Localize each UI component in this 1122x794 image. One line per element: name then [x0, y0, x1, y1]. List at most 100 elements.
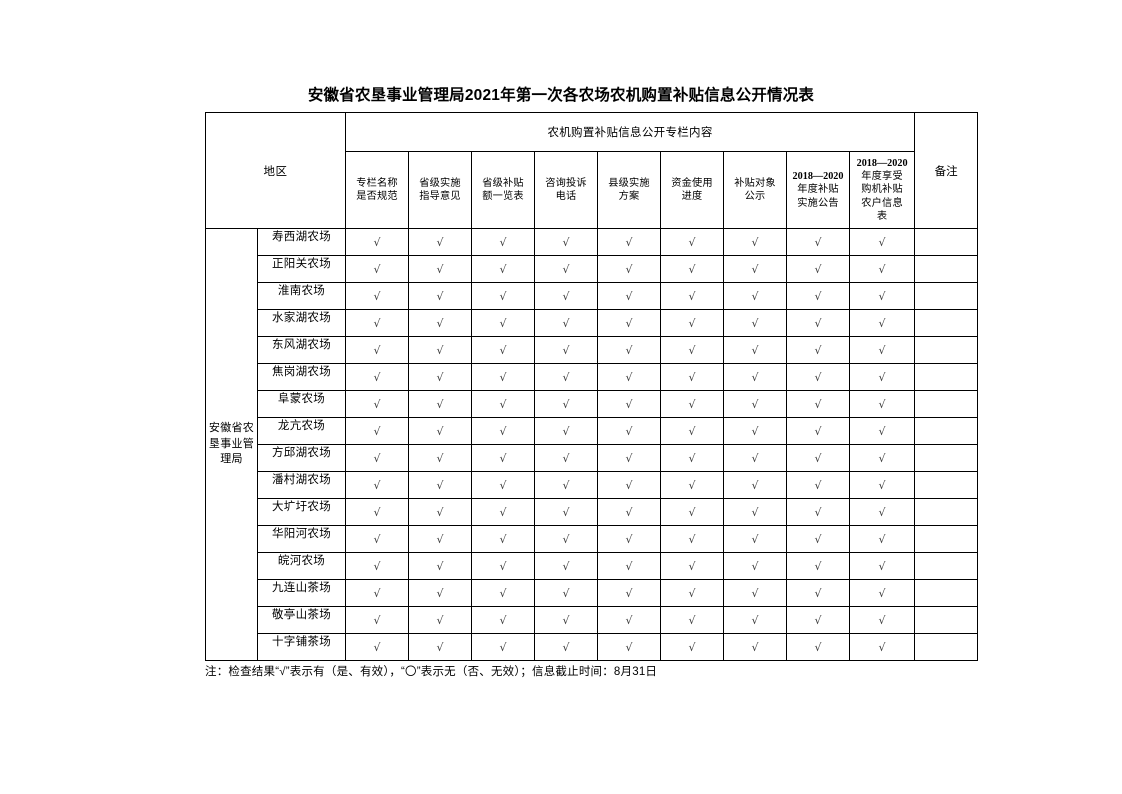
farm-name-cell: 东风湖农场	[257, 336, 346, 364]
subsidy-disclosure-table: 地区 农机购置补贴信息公开专栏内容 备注 专栏名称 是否规范 省级实施 指导意见 省级补…	[205, 112, 979, 661]
status-cell-col-4: √	[534, 525, 598, 553]
status-cell-col-8: √	[786, 336, 850, 364]
status-cell-col-6: √	[660, 498, 724, 526]
status-cell-col-1: √	[345, 579, 409, 607]
farm-name-label: 方邱湖农场	[272, 447, 331, 459]
header-column-7: 补贴对象 公示	[723, 151, 787, 229]
status-cell-col-1: √	[345, 228, 409, 256]
status-cell-col-2: √	[408, 390, 472, 418]
status-cell-col-6: √	[660, 390, 724, 418]
status-cell-col-5: √	[597, 309, 661, 337]
status-cell-col-8: √	[786, 417, 850, 445]
status-cell-col-8: √	[786, 255, 850, 283]
farm-name-label: 敬亭山茶场	[272, 609, 331, 621]
status-cell-col-3: √	[471, 471, 535, 499]
status-cell-col-2: √	[408, 228, 472, 256]
farm-name-cell: 皖河农场	[257, 552, 346, 580]
remark-cell	[914, 255, 979, 283]
farm-name-cell: 龙亢农场	[257, 417, 346, 445]
status-cell-col-7: √	[723, 417, 787, 445]
header-column-line: 实施公告	[797, 197, 839, 209]
header-column-line: 省级补贴	[482, 177, 524, 189]
status-cell-col-9: √	[848, 228, 916, 256]
remark-cell	[914, 498, 979, 526]
remark-cell	[914, 471, 979, 499]
status-cell-col-1: √	[345, 417, 409, 445]
status-cell-col-3: √	[471, 606, 535, 634]
status-cell-col-9: √	[848, 525, 916, 553]
status-cell-col-4: √	[534, 579, 598, 607]
status-cell-col-3: √	[471, 552, 535, 580]
status-cell-col-9: √	[848, 444, 916, 472]
status-cell-col-7: √	[723, 606, 787, 634]
header-column-line: 咨询投诉	[545, 177, 587, 189]
status-cell-col-1: √	[345, 363, 409, 391]
header-column-line: 年度享受	[861, 171, 903, 183]
status-cell-col-4: √	[534, 282, 598, 310]
header-column-line: 省级实施	[419, 177, 461, 189]
status-cell-col-8: √	[786, 471, 850, 499]
status-cell-col-7: √	[723, 255, 787, 283]
status-cell-col-5: √	[597, 633, 661, 661]
status-cell-col-3: √	[471, 228, 535, 256]
header-column-line: 县级实施	[608, 177, 650, 189]
page-title: 安徽省农垦事业管理局2021年第一次各农场农机购置补贴信息公开情况表	[307, 87, 815, 104]
status-cell-col-5: √	[597, 498, 661, 526]
status-cell-col-9: √	[848, 471, 916, 499]
status-cell-col-3: √	[471, 444, 535, 472]
farm-name-label: 大圹圩农场	[272, 501, 331, 513]
farm-name-label: 龙亢农场	[277, 420, 326, 432]
status-cell-col-7: √	[723, 390, 787, 418]
status-cell-col-4: √	[534, 255, 598, 283]
status-cell-col-2: √	[408, 525, 472, 553]
status-cell-col-6: √	[660, 282, 724, 310]
header-column-2: 省级实施 指导意见	[408, 151, 472, 229]
farm-name-cell: 阜蒙农场	[257, 390, 346, 418]
status-cell-col-2: √	[408, 498, 472, 526]
status-cell-col-5: √	[597, 282, 661, 310]
header-group-disclosure-content: 农机购置补贴信息公开专栏内容	[344, 112, 916, 152]
status-cell-col-8: √	[786, 282, 850, 310]
remark-cell	[914, 390, 979, 418]
status-cell-col-8: √	[786, 363, 850, 391]
table-row: 安徽省农垦事业管理局 寿西湖农场 √ √ √ √ √ √ √ √ √	[205, 228, 979, 661]
header-column-4: 咨询投诉 电话	[534, 151, 598, 229]
status-cell-col-5: √	[597, 525, 661, 553]
header-column-8: 2018—2020 年度补贴 实施公告	[786, 151, 850, 229]
status-cell-col-5: √	[597, 255, 661, 283]
table-row: 水家湖农场 √ √ √ √ √ √ √ √ √	[206, 309, 979, 337]
status-cell-col-3: √	[471, 336, 535, 364]
status-cell-col-2: √	[408, 255, 472, 283]
table-row: 龙亢农场 √ √ √ √ √ √ √ √ √	[206, 417, 979, 445]
status-cell-col-1: √	[345, 309, 409, 337]
table-row: 敬亭山茶场 √ √ √ √ √ √ √ √ √	[206, 606, 979, 634]
status-cell-col-8: √	[786, 579, 850, 607]
status-cell-col-1: √	[345, 444, 409, 472]
table-row: 正阳关农场 √ √ √ √ √ √ √ √ √	[206, 255, 979, 283]
status-cell-col-7: √	[723, 336, 787, 364]
status-cell-col-1: √	[345, 390, 409, 418]
header-column-line: 专栏名称	[356, 177, 398, 189]
status-cell-col-6: √	[660, 363, 724, 391]
remark-cell	[914, 417, 979, 445]
remark-cell	[914, 336, 979, 364]
status-cell-col-7: √	[723, 579, 787, 607]
status-cell-col-5: √	[597, 336, 661, 364]
status-cell-col-7: √	[723, 525, 787, 553]
remark-cell	[914, 309, 979, 337]
status-cell-col-2: √	[408, 633, 472, 661]
status-cell-col-2: √	[408, 606, 472, 634]
status-cell-col-8: √	[786, 444, 850, 472]
header-column-3: 省级补贴 额一览表	[471, 151, 535, 229]
region-cell-anhui-bureau: 安徽省农垦事业管理局	[205, 228, 258, 661]
farm-name-label: 水家湖农场	[272, 312, 331, 324]
status-cell-col-5: √	[597, 471, 661, 499]
status-cell-col-6: √	[660, 444, 724, 472]
header-column-line: 农户信息	[861, 197, 903, 209]
status-cell-col-4: √	[534, 363, 598, 391]
status-cell-col-9: √	[848, 255, 916, 283]
status-cell-col-9: √	[848, 390, 916, 418]
status-cell-col-5: √	[597, 579, 661, 607]
table-row: 大圹圩农场 √ √ √ √ √ √ √ √ √	[206, 498, 979, 526]
status-cell-col-5: √	[597, 606, 661, 634]
